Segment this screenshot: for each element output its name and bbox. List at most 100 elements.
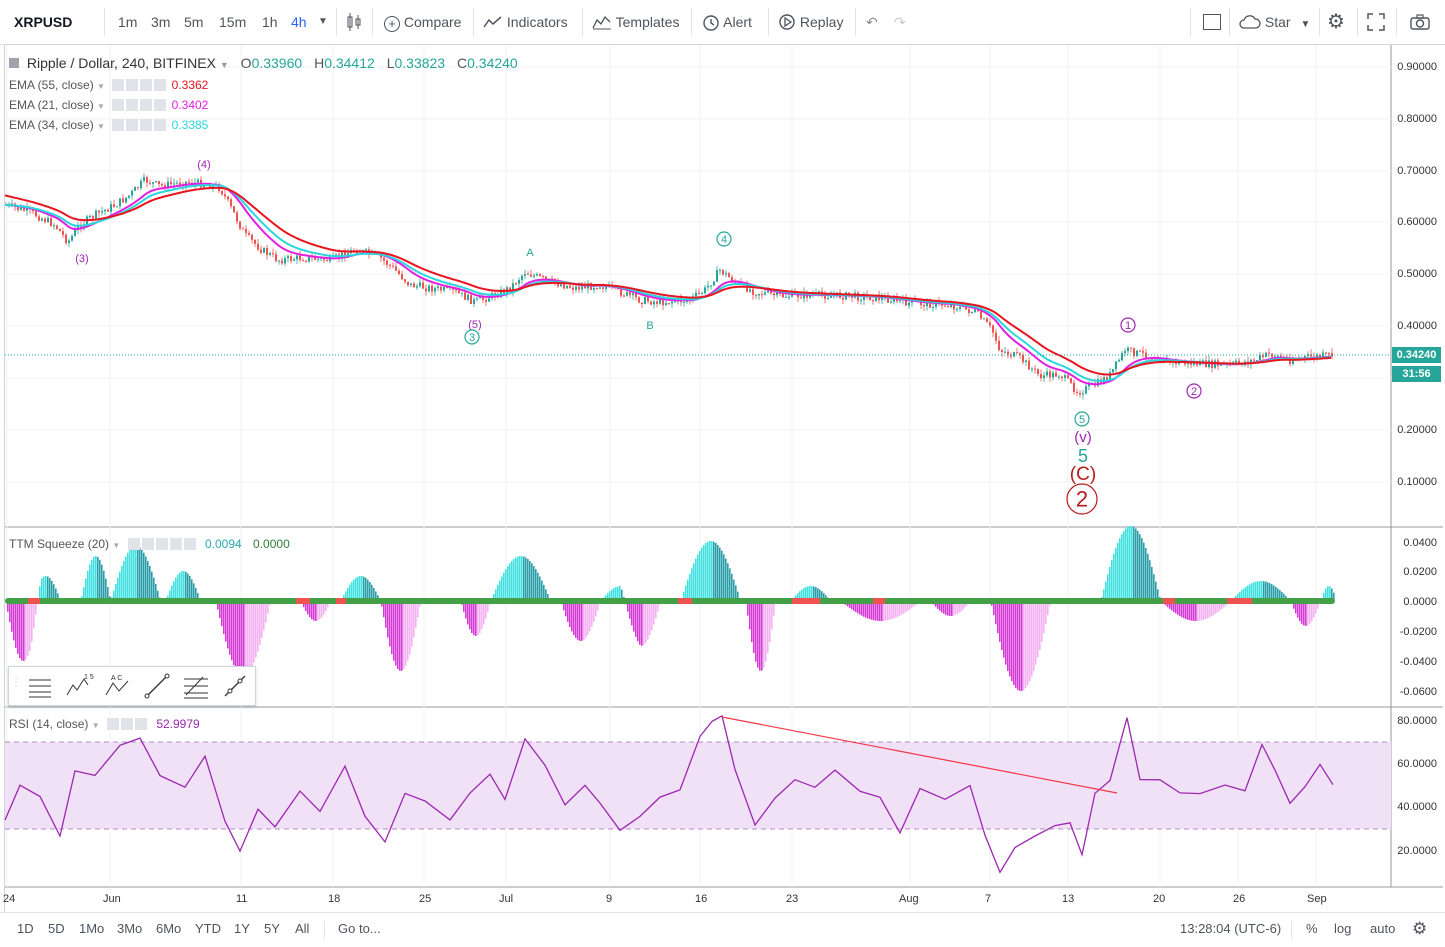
price-axis-label: 0.40000: [1397, 320, 1437, 332]
rsi-value: 52.9979: [156, 717, 200, 731]
ttm-axis-label: -0.0200: [1399, 626, 1437, 638]
clock-timezone[interactable]: 13:28:04 (UTC-6): [1180, 921, 1282, 936]
indicators-button[interactable]: Indicators: [483, 0, 568, 44]
range-1mo[interactable]: 1Mo: [79, 921, 105, 936]
fib-retracement-icon[interactable]: [181, 671, 211, 701]
range-ytd[interactable]: YTD: [195, 921, 221, 936]
ttm-value-2: 0.0000: [253, 537, 290, 551]
legend-buttons[interactable]: [112, 98, 168, 112]
ema-55-legend[interactable]: EMA (55, close) ▼ 0.3362: [9, 78, 209, 92]
interval-4h[interactable]: 4h: [291, 14, 307, 30]
elliott-impulse-icon[interactable]: 1 5: [64, 671, 94, 701]
elliott-correction-icon[interactable]: A C: [103, 671, 133, 701]
percent-toggle[interactable]: %: [1306, 921, 1318, 936]
time-axis-label: 23: [786, 893, 799, 905]
symbol-title[interactable]: Ripple / Dollar, 240, BITFINEX: [26, 55, 216, 71]
time-axis-label: Sep: [1307, 893, 1327, 905]
redo-icon[interactable]: ↷: [894, 14, 906, 30]
axis-settings-gear-icon[interactable]: ⚙: [1412, 919, 1428, 938]
interval-1m[interactable]: 1m: [118, 14, 138, 30]
interval-15m[interactable]: 15m: [219, 14, 247, 30]
templates-icon: [592, 15, 611, 30]
time-axis-label: 11: [236, 893, 248, 905]
rsi-legend[interactable]: RSI (14, close) ▼ 52.9979: [9, 717, 200, 731]
auto-toggle[interactable]: auto: [1370, 921, 1396, 936]
candles-style-icon[interactable]: [346, 0, 362, 44]
price-axis-label: 0.70000: [1397, 165, 1437, 177]
time-axis-label: 26: [1233, 893, 1246, 905]
interval-1h[interactable]: 1h: [262, 14, 278, 30]
chart-frame: [4, 44, 1445, 914]
compare-button[interactable]: + Compare: [384, 0, 461, 44]
settings-gear-icon[interactable]: ⚙: [1327, 11, 1345, 33]
symbol-dropdown-icon[interactable]: ▼: [219, 60, 229, 70]
undo-icon[interactable]: ↶: [866, 14, 878, 30]
drawing-toolbar[interactable]: ⋮ 1 5 A C: [8, 666, 256, 706]
camera-icon[interactable]: [1410, 0, 1430, 44]
time-axis-label: 13: [1062, 893, 1075, 905]
range-1d[interactable]: 1D: [17, 921, 34, 936]
ttm-value-1: 0.0094: [205, 537, 242, 551]
ttm-axis-label: 0.0200: [1403, 566, 1437, 578]
star-button[interactable]: Star ▼: [1239, 0, 1310, 44]
high-value: 0.34412: [324, 55, 375, 71]
legend-buttons[interactable]: [112, 78, 168, 92]
ema-34-value: 0.3385: [171, 118, 209, 132]
time-axis-label: 9: [606, 893, 613, 905]
ema-55-value: 0.3362: [171, 78, 209, 92]
range-5d[interactable]: 5D: [48, 921, 65, 936]
collapse-toggle-icon[interactable]: [9, 58, 19, 68]
ttm-axis-label: -0.0600: [1399, 686, 1437, 698]
range-1y[interactable]: 1Y: [234, 921, 250, 936]
time-axis-label: 18: [328, 893, 341, 905]
rsi-axis-label: 20.0000: [1397, 845, 1437, 857]
rsi-axis-label: 60.0000: [1397, 758, 1437, 770]
legend-buttons[interactable]: [127, 537, 198, 551]
star-dropdown-icon[interactable]: ▼: [1300, 19, 1311, 30]
time-axis-label: 7: [985, 893, 992, 905]
legend-buttons[interactable]: [112, 118, 168, 132]
layout-square-icon[interactable]: [1203, 0, 1221, 44]
price-axis-label: 0.60000: [1397, 216, 1437, 228]
horizontal-lines-icon[interactable]: [25, 671, 55, 701]
replay-button[interactable]: Replay: [778, 0, 843, 44]
close-value: 0.34240: [467, 55, 518, 71]
legend-buttons[interactable]: [106, 717, 149, 731]
interval-5m[interactable]: 5m: [184, 14, 204, 30]
low-value: 0.33823: [394, 55, 446, 71]
interval-3m[interactable]: 3m: [151, 14, 171, 30]
fullscreen-icon[interactable]: [1367, 0, 1385, 44]
ttm-legend[interactable]: TTM Squeeze (20) ▼ 0.0094 0.0000: [9, 537, 290, 551]
last-price-badge: 0.34240: [1392, 347, 1441, 363]
price-axis-label: 0.20000: [1397, 424, 1437, 436]
range-5y[interactable]: 5Y: [264, 921, 280, 936]
ema-21-legend[interactable]: EMA (21, close) ▼ 0.3402: [9, 98, 209, 112]
time-axis-label: 25: [419, 893, 432, 905]
range-all[interactable]: All: [295, 921, 310, 936]
price-axis-label: 0.10000: [1397, 476, 1437, 488]
interval-dropdown-icon[interactable]: ▼: [318, 16, 328, 27]
rsi-axis-label: 40.0000: [1397, 801, 1437, 813]
range-3mo[interactable]: 3Mo: [117, 921, 143, 936]
templates-button[interactable]: Templates: [592, 0, 679, 44]
indicators-icon: [483, 16, 502, 28]
ray-line-icon[interactable]: [220, 671, 250, 701]
trend-line-icon[interactable]: [142, 671, 172, 701]
time-axis-label: Jun: [103, 893, 121, 905]
alert-button[interactable]: Alert: [702, 0, 752, 44]
price-axis-label: 0.80000: [1397, 113, 1437, 125]
svg-text:1 5: 1 5: [84, 674, 94, 681]
time-axis-label: 24: [3, 893, 16, 905]
bottom-toolbar: 1D 5D 1Mo 3Mo 6Mo YTD 1Y 5Y All Go to...…: [0, 912, 1445, 947]
rsi-axis-label: 80.0000: [1397, 715, 1437, 727]
range-6mo[interactable]: 6Mo: [156, 921, 182, 936]
ema-34-legend[interactable]: EMA (34, close) ▼ 0.3385: [9, 118, 209, 132]
price-axis-label: 0.50000: [1397, 268, 1437, 280]
symbol-search[interactable]: XRPUSD: [14, 14, 73, 30]
log-toggle[interactable]: log: [1334, 921, 1352, 936]
goto-button[interactable]: Go to...: [338, 921, 381, 936]
ttm-axis-label: -0.0400: [1399, 656, 1437, 668]
top-toolbar: XRPUSD 1m 3m 5m 15m 1h 4h ▼ + Compare In…: [0, 0, 1445, 45]
time-axis-label: 16: [695, 893, 708, 905]
ttm-axis-label: 0.0000: [1403, 596, 1437, 608]
